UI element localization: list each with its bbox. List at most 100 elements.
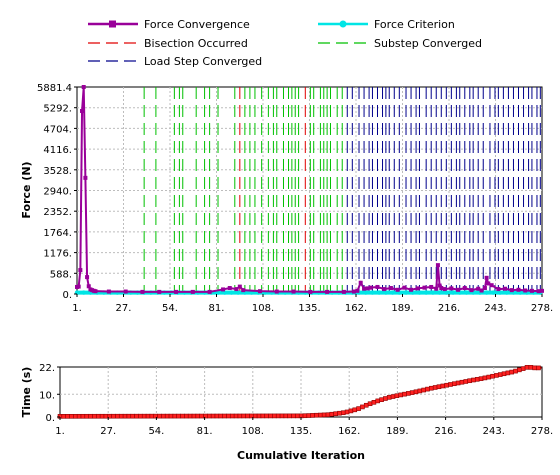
time-point — [440, 383, 446, 389]
force-x-tick-label: 243. — [484, 303, 506, 314]
time-point — [149, 413, 155, 419]
time-point — [524, 365, 530, 370]
force-convergence-point — [106, 289, 111, 294]
time-point — [497, 372, 503, 377]
force-event-lines — [143, 87, 541, 294]
time-x-tick-label: 27. — [100, 426, 116, 437]
time-x-tick-label: 216. — [434, 426, 456, 437]
legend-substep-label: Substep Converged — [374, 37, 482, 50]
force-convergence-point — [442, 287, 447, 292]
time-point — [471, 377, 476, 383]
force-convergence-point — [234, 287, 239, 292]
time-point — [394, 393, 400, 399]
time-point — [138, 413, 143, 419]
time-point — [279, 413, 285, 419]
time-grid — [60, 367, 542, 417]
time-point — [115, 413, 120, 419]
time-point — [164, 413, 170, 419]
force-y-tick-label: 3528. — [43, 166, 72, 177]
legend-force-convergence-marker — [109, 20, 116, 28]
time-point — [111, 413, 116, 419]
force-convergence-point — [529, 288, 534, 293]
time-point — [398, 392, 404, 398]
time-point — [425, 386, 430, 392]
time-point — [344, 409, 350, 415]
time-point — [478, 376, 484, 381]
time-point — [356, 406, 361, 411]
force-convergence-point — [83, 175, 88, 180]
force-criterion-point — [81, 290, 86, 295]
time-x-tick-label: 54. — [148, 426, 164, 437]
time-point — [69, 413, 74, 419]
force-convergence-point — [479, 288, 484, 293]
force-convergence-point — [540, 288, 544, 293]
time-point — [76, 413, 82, 419]
time-point — [513, 368, 518, 374]
legend-force-criterion-marker — [339, 20, 347, 28]
force-criterion-point — [390, 290, 395, 295]
time-point — [436, 384, 442, 390]
time-y-axis-label: Time (s) — [20, 367, 33, 418]
time-point — [168, 413, 174, 419]
force-convergence-point — [422, 285, 427, 290]
force-convergence-point — [81, 85, 86, 89]
time-point — [486, 374, 492, 380]
time-y-ticks: 0. 10. 22. — [39, 363, 60, 424]
time-point — [474, 377, 480, 382]
time-point — [283, 413, 289, 419]
legend-loadstep-label: Load Step Converged — [144, 55, 262, 68]
time-point — [157, 413, 162, 419]
time-point — [287, 413, 292, 419]
force-criterion-point — [229, 290, 234, 295]
force-criterion-point — [437, 290, 442, 295]
time-point — [252, 413, 258, 419]
force-convergence-point — [402, 285, 407, 290]
time-point — [452, 381, 457, 387]
time-point — [203, 413, 208, 419]
force-y-tick-label: 4704. — [43, 124, 72, 135]
force-convergence-point — [462, 286, 467, 291]
force-convergence-point — [434, 286, 439, 291]
time-point — [302, 413, 308, 419]
time-x-tick-label: 162. — [338, 426, 360, 437]
time-point — [310, 413, 315, 418]
time-point — [260, 413, 266, 419]
force-convergence-point — [80, 108, 85, 113]
time-point — [390, 394, 396, 399]
time-point — [375, 398, 381, 404]
force-y-axis-label: Force (N) — [20, 161, 33, 218]
time-point — [264, 413, 270, 419]
force-convergence-point — [368, 285, 373, 290]
force-y-tick-label: 1764. — [43, 228, 72, 239]
force-grid — [77, 87, 542, 294]
time-point — [367, 401, 373, 407]
force-convergence-point — [429, 284, 434, 289]
time-point — [501, 371, 507, 377]
force-convergence-point — [409, 287, 414, 292]
time-point — [122, 413, 128, 419]
time-point — [187, 413, 193, 419]
time-x-tick-label: 108. — [242, 426, 264, 437]
time-point — [494, 373, 499, 378]
force-convergence-point — [257, 289, 262, 294]
time-point — [65, 414, 70, 419]
time-point — [118, 413, 124, 419]
force-x-tick-label: 278. — [531, 303, 553, 314]
force-convergence-point — [449, 286, 454, 291]
time-point — [241, 413, 247, 419]
time-point — [363, 402, 369, 408]
time-point — [80, 413, 86, 419]
force-criterion-point — [383, 290, 389, 295]
force-criterion-point — [464, 290, 469, 295]
time-y-tick-label: 10. — [39, 390, 55, 401]
force-convergence-point — [365, 286, 370, 291]
force-convergence-point — [362, 286, 367, 291]
force-convergence-point — [395, 287, 400, 292]
time-point — [386, 395, 392, 400]
time-point — [233, 413, 239, 419]
force-y-tick-label: 5292. — [43, 104, 72, 115]
time-point — [337, 410, 342, 416]
force-convergence-point — [509, 288, 514, 293]
time-point — [295, 413, 300, 419]
